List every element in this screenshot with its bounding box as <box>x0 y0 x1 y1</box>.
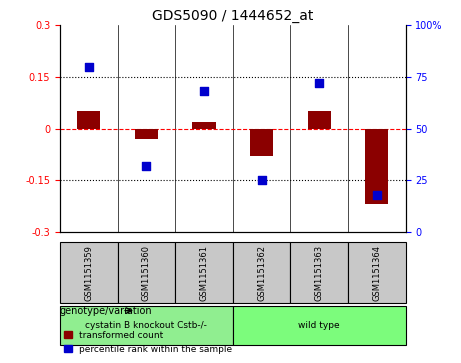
FancyBboxPatch shape <box>175 242 233 303</box>
Text: GSM1151360: GSM1151360 <box>142 245 151 301</box>
Text: GSM1151361: GSM1151361 <box>200 245 208 301</box>
FancyBboxPatch shape <box>233 306 406 345</box>
FancyBboxPatch shape <box>348 242 406 303</box>
Bar <box>365 129 388 204</box>
Bar <box>250 129 273 156</box>
Point <box>258 178 266 183</box>
Text: GSM1151359: GSM1151359 <box>84 245 93 301</box>
Bar <box>193 122 216 129</box>
Bar <box>77 111 100 129</box>
Point <box>85 64 92 70</box>
Legend: transformed count, percentile rank within the sample: transformed count, percentile rank withi… <box>65 331 232 354</box>
Text: wild type: wild type <box>298 321 340 330</box>
Point <box>315 80 323 86</box>
Point <box>200 89 207 94</box>
FancyBboxPatch shape <box>118 242 175 303</box>
Bar <box>135 129 158 139</box>
Bar <box>308 111 331 129</box>
Text: GSM1151362: GSM1151362 <box>257 245 266 301</box>
FancyBboxPatch shape <box>233 242 290 303</box>
Text: GSM1151364: GSM1151364 <box>372 245 381 301</box>
Point <box>142 163 150 169</box>
FancyBboxPatch shape <box>60 242 118 303</box>
FancyBboxPatch shape <box>60 306 233 345</box>
Point <box>373 192 381 197</box>
Text: GSM1151363: GSM1151363 <box>315 245 324 301</box>
Text: cystatin B knockout Cstb-/-: cystatin B knockout Cstb-/- <box>85 321 207 330</box>
Text: genotype/variation: genotype/variation <box>60 306 153 315</box>
Title: GDS5090 / 1444652_at: GDS5090 / 1444652_at <box>152 9 313 23</box>
FancyBboxPatch shape <box>290 242 348 303</box>
